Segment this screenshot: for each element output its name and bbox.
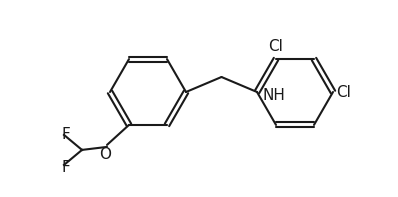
Text: F: F (61, 127, 70, 142)
Text: Cl: Cl (336, 85, 351, 99)
Text: NH: NH (262, 87, 285, 102)
Text: O: O (99, 147, 111, 162)
Text: F: F (61, 160, 70, 175)
Text: Cl: Cl (269, 39, 283, 54)
